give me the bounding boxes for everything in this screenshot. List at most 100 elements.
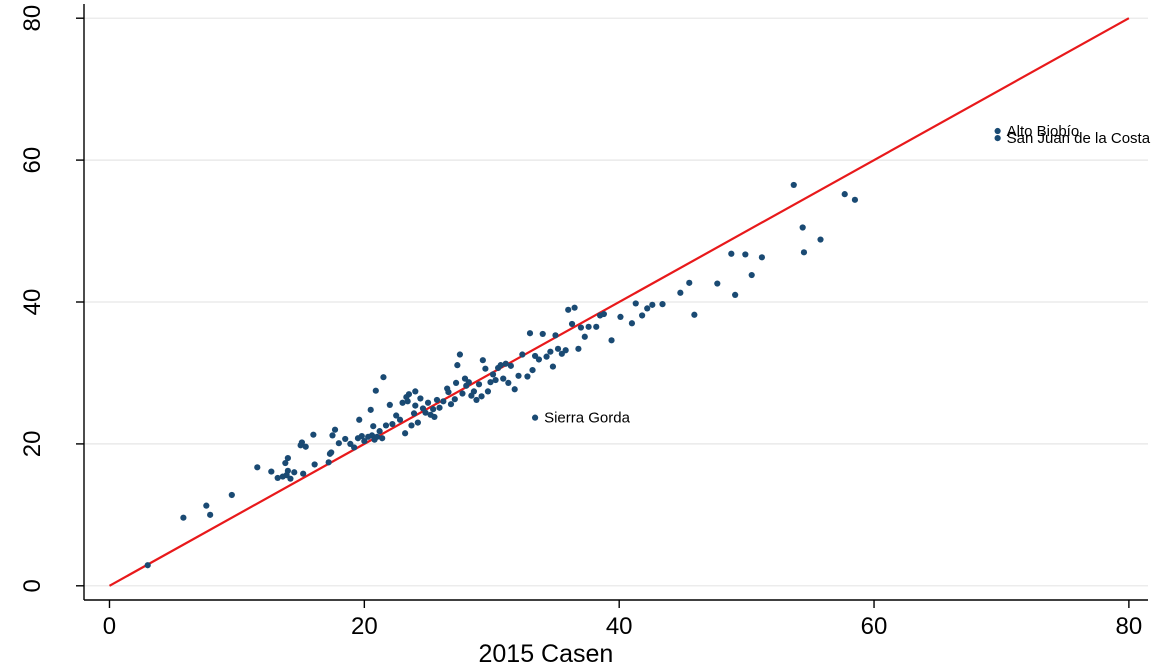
data-point-54 bbox=[408, 422, 415, 429]
data-point-102 bbox=[529, 367, 536, 374]
data-point-70 bbox=[445, 389, 452, 396]
data-point-132 bbox=[686, 279, 693, 286]
data-point-86 bbox=[482, 365, 489, 372]
data-point-53 bbox=[405, 391, 413, 398]
data-point-45 bbox=[386, 401, 393, 408]
data-point-66 bbox=[433, 396, 441, 404]
data-point-20 bbox=[311, 461, 318, 468]
data-point-39 bbox=[372, 387, 379, 394]
data-point-129 bbox=[649, 301, 656, 308]
data-point-49 bbox=[399, 399, 406, 406]
data-point-141 bbox=[799, 224, 806, 231]
data-point-113 bbox=[565, 306, 572, 313]
data-point-42 bbox=[379, 435, 386, 442]
data-point-48 bbox=[396, 416, 404, 423]
reference-line bbox=[108, 17, 1130, 587]
data-point-110 bbox=[554, 345, 562, 352]
data-point-135 bbox=[728, 250, 735, 257]
data-point-120 bbox=[593, 323, 600, 330]
data-point-90 bbox=[492, 376, 499, 384]
data-point-23 bbox=[328, 449, 335, 456]
data-point-37 bbox=[370, 423, 377, 430]
y-tick-label-4: 80 bbox=[19, 5, 46, 32]
data-point-58 bbox=[414, 419, 421, 426]
data-point-76 bbox=[459, 390, 466, 397]
data-point-52 bbox=[404, 398, 411, 405]
data-point-43 bbox=[380, 374, 387, 381]
data-point-17 bbox=[302, 443, 309, 450]
data-point-142 bbox=[800, 249, 808, 256]
data-point-62 bbox=[424, 399, 432, 406]
data-point-85 bbox=[479, 357, 486, 364]
data-point-75 bbox=[456, 351, 464, 358]
data-point-114 bbox=[568, 320, 576, 328]
data-point-16 bbox=[298, 439, 305, 446]
data-point-46 bbox=[389, 420, 396, 428]
data-point-44 bbox=[382, 422, 390, 429]
data-point-144 bbox=[841, 191, 848, 198]
data-point-136 bbox=[732, 291, 739, 299]
data-point-134 bbox=[714, 280, 721, 287]
data-point-0 bbox=[144, 562, 151, 569]
data-point-108 bbox=[549, 363, 557, 370]
data-point-139 bbox=[758, 254, 766, 261]
data-point-82 bbox=[473, 396, 480, 404]
data-point-27 bbox=[342, 435, 349, 443]
data-point-6 bbox=[268, 468, 275, 475]
data-point-10 bbox=[284, 454, 291, 462]
data-points bbox=[144, 127, 1001, 569]
data-point-133 bbox=[691, 311, 698, 318]
reference-line-group bbox=[108, 17, 1130, 587]
data-point-35 bbox=[367, 406, 374, 413]
data-point-57 bbox=[412, 388, 419, 395]
data-point-71 bbox=[447, 401, 455, 408]
data-point-131 bbox=[677, 289, 684, 296]
data-point-138 bbox=[748, 271, 755, 279]
data-point-100 bbox=[524, 373, 531, 380]
data-point-14 bbox=[284, 467, 291, 474]
data-point-116 bbox=[575, 345, 582, 352]
data-point-97 bbox=[511, 386, 518, 393]
data-point-19 bbox=[310, 431, 317, 438]
annotation-1: San Juan de la Costa bbox=[1007, 130, 1151, 147]
data-point-33 bbox=[361, 437, 368, 445]
data-point-145 bbox=[851, 196, 859, 203]
data-point-25 bbox=[331, 426, 339, 433]
data-point-98 bbox=[515, 372, 522, 379]
data-point-147 bbox=[994, 135, 1001, 142]
annotation-2: Sierra Gorda bbox=[544, 410, 631, 427]
data-point-59 bbox=[417, 395, 424, 402]
data-point-148 bbox=[531, 414, 539, 421]
data-point-65 bbox=[431, 413, 438, 421]
data-point-127 bbox=[639, 312, 646, 319]
data-point-89 bbox=[489, 371, 497, 378]
axes: 0 20 40 60 80 0 20 40 60 80 bbox=[19, 4, 1148, 640]
data-point-115 bbox=[571, 304, 578, 311]
data-point-41 bbox=[376, 428, 383, 435]
data-point-29 bbox=[351, 444, 358, 451]
data-point-50 bbox=[402, 430, 409, 437]
data-point-5 bbox=[254, 464, 261, 471]
data-point-143 bbox=[817, 236, 824, 243]
y-tick-label-2: 40 bbox=[19, 289, 46, 316]
x-axis-title: 2015 Casen bbox=[479, 640, 614, 667]
data-point-72 bbox=[451, 396, 458, 403]
data-point-24 bbox=[329, 432, 336, 439]
data-point-112 bbox=[562, 347, 569, 354]
data-point-126 bbox=[632, 300, 639, 307]
data-point-56 bbox=[412, 402, 419, 409]
y-tick-label-1: 20 bbox=[19, 431, 46, 458]
data-point-32 bbox=[358, 433, 365, 440]
data-point-84 bbox=[478, 393, 485, 400]
data-point-125 bbox=[628, 320, 636, 327]
data-point-3 bbox=[207, 511, 214, 518]
data-point-64 bbox=[430, 406, 437, 413]
data-point-128 bbox=[644, 305, 651, 312]
x-tick-label-3: 60 bbox=[861, 613, 888, 640]
data-point-40 bbox=[373, 433, 381, 440]
data-point-2 bbox=[203, 502, 210, 509]
data-point-123 bbox=[608, 337, 615, 344]
data-point-61 bbox=[422, 409, 429, 416]
data-point-21 bbox=[325, 459, 332, 466]
data-point-101 bbox=[526, 330, 534, 337]
